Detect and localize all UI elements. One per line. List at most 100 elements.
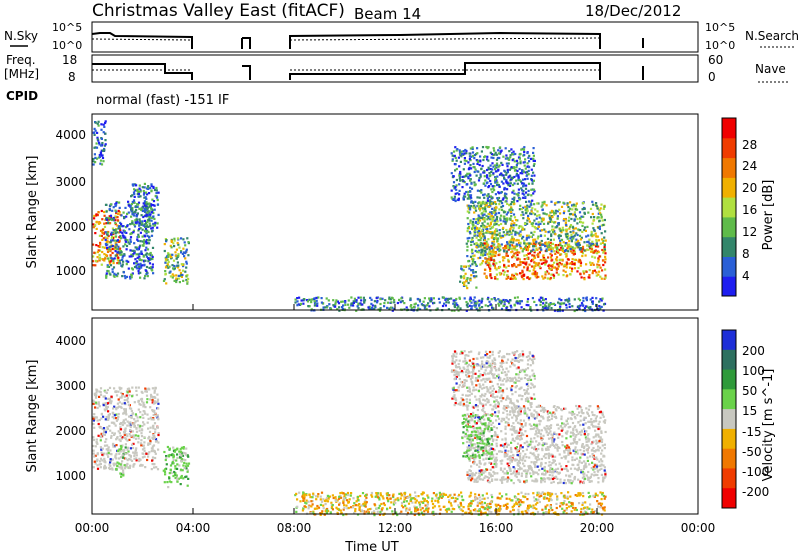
heatmap-cell bbox=[473, 226, 477, 229]
heatmap-cell bbox=[137, 195, 140, 198]
heatmap-cell bbox=[505, 409, 508, 413]
heatmap-cell bbox=[126, 391, 129, 394]
heatmap-cell bbox=[515, 300, 518, 303]
heatmap-cell bbox=[567, 219, 570, 222]
colorbar-swatch bbox=[722, 118, 736, 139]
heatmap-cell bbox=[110, 395, 113, 398]
heatmap-cell bbox=[602, 478, 605, 481]
heatmap-cell bbox=[518, 459, 521, 462]
heatmap-cell bbox=[476, 196, 479, 199]
heatmap-cell bbox=[580, 250, 583, 253]
heatmap-cell bbox=[565, 263, 568, 267]
heatmap-cell bbox=[152, 427, 155, 430]
heatmap-cell bbox=[119, 235, 122, 238]
heatmap-cell bbox=[119, 405, 122, 408]
heatmap-cell bbox=[386, 306, 389, 309]
heatmap-cell bbox=[560, 205, 564, 208]
heatmap-cell bbox=[600, 213, 603, 216]
heatmap-cell bbox=[503, 273, 506, 276]
heatmap-cell bbox=[550, 250, 553, 253]
heatmap-cell bbox=[113, 433, 116, 436]
heatmap-cell bbox=[543, 200, 546, 203]
heatmap-cell bbox=[185, 262, 188, 265]
heatmap-cell bbox=[92, 419, 95, 422]
heatmap-cell bbox=[515, 159, 519, 162]
heatmap-cell bbox=[96, 122, 99, 125]
heatmap-cell bbox=[175, 476, 178, 479]
heatmap-cell bbox=[539, 296, 542, 299]
heatmap-cell bbox=[512, 274, 516, 277]
heatmap-cell bbox=[115, 457, 118, 460]
heatmap-cell bbox=[489, 273, 492, 276]
heatmap-cell bbox=[437, 297, 441, 300]
heatmap-cell bbox=[534, 264, 537, 267]
heatmap-cell bbox=[492, 254, 495, 258]
heatmap-cell bbox=[544, 276, 547, 279]
heatmap-cell bbox=[557, 222, 560, 225]
heatmap-cell bbox=[495, 230, 499, 233]
heatmap-cell bbox=[503, 211, 506, 214]
heatmap-cell bbox=[569, 207, 572, 210]
heatmap-cell bbox=[144, 214, 147, 217]
heatmap-cell bbox=[514, 233, 517, 236]
heatmap-cell bbox=[459, 160, 462, 163]
heatmap-cell bbox=[530, 475, 533, 478]
heatmap-cell bbox=[116, 418, 119, 421]
heatmap-cell bbox=[489, 221, 492, 224]
heatmap-cell bbox=[550, 453, 553, 456]
heatmap-cell bbox=[99, 436, 102, 439]
heatmap-cell bbox=[139, 411, 142, 414]
heatmap-cell bbox=[539, 229, 542, 232]
heatmap-cell bbox=[463, 152, 466, 155]
heatmap-cell bbox=[522, 182, 526, 185]
heatmap-cell bbox=[181, 469, 184, 472]
heatmap-cell bbox=[396, 301, 399, 305]
heatmap-cell bbox=[545, 249, 548, 253]
heatmap-cell bbox=[452, 181, 456, 184]
heatmap-cell bbox=[101, 228, 104, 231]
heatmap-cell bbox=[604, 276, 607, 279]
heatmap-cell bbox=[479, 209, 482, 212]
heatmap-cell bbox=[151, 436, 154, 439]
heatmap-cell bbox=[482, 433, 485, 436]
heatmap-cell bbox=[140, 264, 144, 267]
heatmap-cell bbox=[527, 173, 530, 176]
heatmap-cell bbox=[486, 245, 489, 248]
heatmap-cell bbox=[531, 188, 534, 191]
heatmap-cell bbox=[603, 218, 606, 222]
heatmap-cell bbox=[165, 240, 168, 243]
heatmap-cell bbox=[550, 302, 553, 306]
heatmap-cell bbox=[499, 234, 502, 237]
heatmap-cell bbox=[602, 223, 605, 227]
heatmap-cell bbox=[495, 163, 499, 167]
heatmap-cell bbox=[122, 245, 125, 248]
heatmap-cell bbox=[491, 225, 495, 228]
heatmap-cell bbox=[447, 297, 451, 300]
heatmap-cell bbox=[173, 450, 177, 453]
heatmap-cell bbox=[128, 466, 131, 469]
heatmap-cell bbox=[176, 237, 180, 240]
heatmap-cell bbox=[564, 228, 567, 231]
heatmap-cell bbox=[551, 247, 554, 250]
heatmap-cell bbox=[98, 155, 101, 159]
heatmap-cell bbox=[511, 265, 514, 268]
heatmap-cell bbox=[489, 231, 492, 234]
heatmap-cell bbox=[531, 182, 534, 185]
heatmap-cell bbox=[503, 455, 506, 458]
heatmap-cell bbox=[557, 263, 560, 266]
heatmap-cell bbox=[461, 175, 464, 178]
heatmap-cell bbox=[589, 263, 592, 266]
velocity-cells bbox=[92, 350, 607, 517]
heatmap-cell bbox=[185, 453, 188, 456]
heatmap-cell bbox=[558, 237, 561, 240]
heatmap-cell bbox=[145, 187, 149, 190]
heatmap-cell bbox=[486, 174, 489, 177]
heatmap-cell bbox=[296, 300, 299, 303]
heatmap-cell bbox=[138, 403, 141, 406]
heatmap-cell bbox=[539, 243, 542, 246]
heatmap-cell bbox=[547, 448, 550, 451]
heatmap-cell bbox=[471, 236, 474, 240]
heatmap-cell bbox=[96, 251, 99, 254]
heatmap-cell bbox=[571, 305, 574, 308]
heatmap-cell bbox=[154, 428, 157, 431]
